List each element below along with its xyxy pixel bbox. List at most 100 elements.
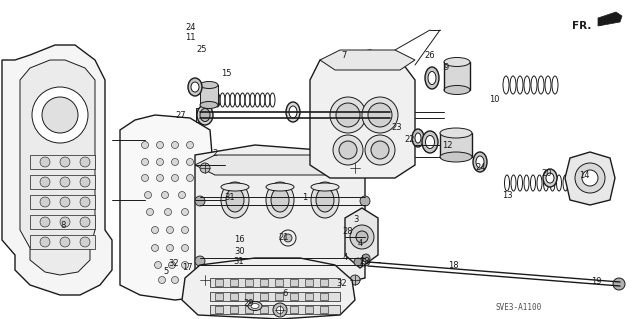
Ellipse shape [428, 71, 436, 85]
Circle shape [350, 225, 374, 249]
Text: 10: 10 [489, 95, 499, 105]
Circle shape [60, 197, 70, 207]
Text: 17: 17 [182, 263, 192, 271]
Text: 13: 13 [502, 191, 512, 201]
Circle shape [40, 157, 50, 167]
Bar [444, 62, 470, 90]
Bar [210, 305, 340, 314]
Ellipse shape [543, 169, 557, 187]
Text: SVE3-A1100: SVE3-A1100 [495, 303, 541, 313]
Circle shape [195, 196, 205, 206]
Bar [305, 279, 313, 286]
Circle shape [186, 174, 193, 182]
Ellipse shape [311, 182, 339, 218]
Circle shape [276, 307, 284, 314]
Circle shape [159, 277, 166, 284]
Text: 9: 9 [444, 63, 449, 72]
Circle shape [360, 196, 370, 206]
Bar [30, 195, 95, 209]
Ellipse shape [271, 188, 289, 212]
Text: 21: 21 [279, 234, 289, 242]
Circle shape [60, 177, 70, 187]
Circle shape [80, 217, 90, 227]
Circle shape [172, 277, 179, 284]
Text: 1: 1 [302, 194, 308, 203]
Circle shape [172, 174, 179, 182]
Bar [275, 293, 283, 300]
Bar [200, 85, 218, 105]
Text: FR.: FR. [572, 21, 591, 31]
Circle shape [365, 135, 395, 165]
Text: 29: 29 [244, 299, 254, 308]
Circle shape [80, 177, 90, 187]
Bar [215, 279, 223, 286]
Circle shape [333, 135, 363, 165]
Text: 26: 26 [425, 50, 435, 60]
Circle shape [60, 157, 70, 167]
Polygon shape [565, 152, 615, 205]
Circle shape [350, 163, 360, 173]
Ellipse shape [440, 128, 472, 138]
Circle shape [172, 159, 179, 166]
Ellipse shape [197, 105, 213, 125]
Circle shape [362, 254, 370, 262]
Circle shape [60, 217, 70, 227]
Text: 31: 31 [234, 256, 244, 265]
Text: 12: 12 [442, 140, 452, 150]
Circle shape [166, 226, 173, 234]
Ellipse shape [316, 188, 334, 212]
Ellipse shape [221, 183, 249, 191]
Text: 24: 24 [186, 24, 196, 33]
Circle shape [161, 191, 168, 198]
Circle shape [613, 278, 625, 290]
Bar [320, 306, 328, 313]
Text: 14: 14 [579, 172, 589, 181]
Circle shape [182, 209, 189, 216]
Circle shape [80, 237, 90, 247]
Text: 25: 25 [196, 46, 207, 55]
Circle shape [147, 209, 154, 216]
Circle shape [157, 159, 163, 166]
Text: 8: 8 [60, 220, 66, 229]
Text: 15: 15 [221, 69, 231, 78]
Circle shape [186, 142, 193, 149]
Circle shape [336, 103, 360, 127]
Circle shape [362, 97, 398, 133]
Circle shape [141, 159, 148, 166]
Text: 6: 6 [282, 288, 288, 298]
Bar [305, 293, 313, 300]
Circle shape [141, 174, 148, 182]
Circle shape [164, 209, 172, 216]
Circle shape [350, 275, 360, 285]
Circle shape [154, 262, 161, 269]
Text: 28: 28 [360, 256, 371, 265]
Text: 32: 32 [337, 279, 348, 288]
Circle shape [60, 237, 70, 247]
Bar [320, 293, 328, 300]
Bar [275, 306, 283, 313]
Text: 19: 19 [591, 278, 601, 286]
Circle shape [195, 256, 205, 266]
Circle shape [172, 142, 179, 149]
Ellipse shape [426, 136, 435, 149]
Text: 2: 2 [212, 149, 218, 158]
Text: 20: 20 [541, 168, 552, 177]
Bar [440, 133, 472, 157]
Bar [30, 155, 95, 169]
Polygon shape [195, 145, 365, 292]
Ellipse shape [425, 67, 439, 89]
Polygon shape [320, 50, 415, 70]
Bar [210, 278, 340, 287]
Circle shape [40, 217, 50, 227]
Ellipse shape [226, 188, 244, 212]
Text: 32: 32 [169, 259, 179, 269]
Circle shape [182, 226, 189, 234]
Ellipse shape [444, 57, 470, 66]
Text: 4: 4 [357, 240, 363, 249]
Circle shape [575, 163, 605, 193]
Ellipse shape [221, 182, 249, 218]
Circle shape [80, 197, 90, 207]
Bar [260, 293, 268, 300]
Ellipse shape [476, 156, 484, 168]
Ellipse shape [188, 78, 202, 96]
